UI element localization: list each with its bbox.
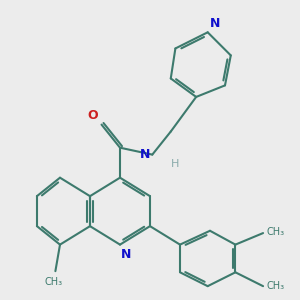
Text: CH₃: CH₃ (266, 281, 285, 291)
Text: N: N (140, 148, 150, 161)
Text: O: O (88, 109, 98, 122)
Text: CH₃: CH₃ (44, 277, 62, 287)
Text: N: N (121, 248, 131, 261)
Text: N: N (210, 17, 220, 30)
Text: CH₃: CH₃ (266, 227, 285, 237)
Text: H: H (171, 159, 179, 169)
